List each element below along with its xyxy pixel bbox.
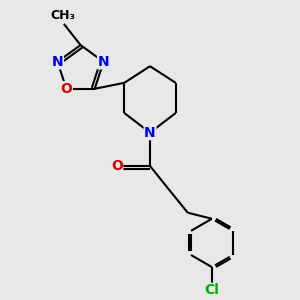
Text: O: O [60,82,72,96]
Text: O: O [111,159,123,173]
Text: CH₃: CH₃ [50,9,75,22]
Text: N: N [144,126,156,140]
Text: N: N [52,55,63,69]
Text: Cl: Cl [205,283,219,297]
Text: N: N [98,55,109,69]
